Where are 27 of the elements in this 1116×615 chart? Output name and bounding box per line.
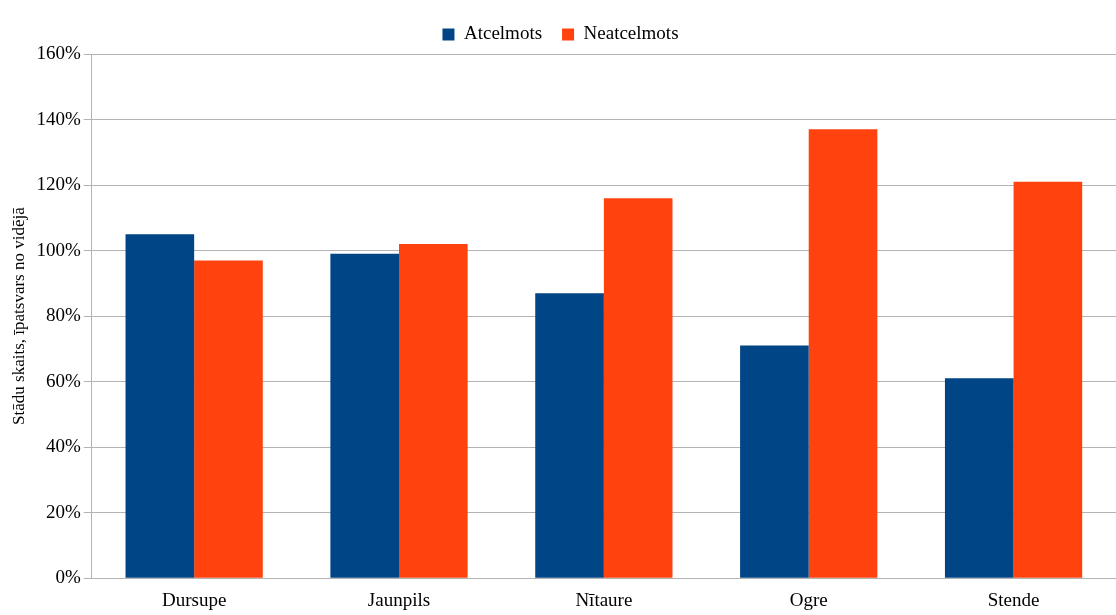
x-tick-label: Dursupe: [161, 588, 227, 610]
bar: [944, 378, 1014, 578]
y-tick-label: 0%: [55, 566, 81, 588]
bar: [740, 345, 809, 578]
bar: [194, 260, 263, 578]
bar: [603, 198, 673, 578]
bar: [330, 253, 400, 578]
y-tick-label: 60%: [45, 369, 81, 391]
y-tick-label: 120%: [36, 173, 81, 195]
bar: [399, 244, 468, 578]
bar: [808, 129, 878, 578]
x-tick-label: Ogre: [789, 588, 828, 610]
y-tick-label: 160%: [36, 41, 81, 63]
x-tick-label: Stende: [987, 588, 1040, 610]
x-tick-label: Nītaure: [575, 588, 633, 610]
legend-label: Neatcelmots: [583, 22, 679, 44]
legend-label: Atcelmots: [463, 22, 543, 44]
bar: [1013, 181, 1083, 578]
y-tick-label: 140%: [36, 107, 81, 129]
bar: [125, 234, 195, 578]
y-axis-title: Stādu skaits, īpatsvars no vidējā: [8, 206, 28, 425]
y-tick-label: 20%: [45, 500, 81, 522]
bar: [535, 293, 604, 578]
y-tick-label: 40%: [45, 435, 81, 457]
x-tick-label: Jaunpils: [367, 588, 431, 610]
y-tick-label: 80%: [45, 304, 81, 326]
y-tick-label: 100%: [36, 238, 81, 260]
